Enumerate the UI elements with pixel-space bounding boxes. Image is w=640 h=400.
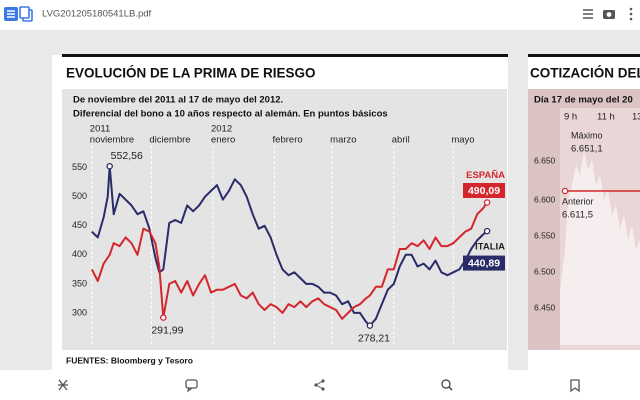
- chart-subtitle: Diferencial del bono a 10 años respecto …: [73, 109, 388, 120]
- dot: [629, 7, 633, 11]
- x-tick-label: marzo: [330, 135, 356, 146]
- y-tick-label: 550: [72, 162, 87, 172]
- share-button[interactable]: [314, 379, 325, 391]
- x-tick-label: mayo: [451, 135, 474, 146]
- side-title: COTIZACIÓN DEL: [530, 66, 640, 81]
- value-badge: [463, 182, 505, 198]
- copy-icon: [19, 6, 30, 19]
- side-subtitle: Día 17 de mayo del 20: [534, 95, 633, 106]
- y-tick-label: 450: [72, 220, 87, 230]
- toolbar: [0, 0, 640, 30]
- menu-button[interactable]: [4, 7, 18, 21]
- chart-source: FUENTES: Bloomberg y Tesoro: [66, 355, 193, 365]
- series-line: [90, 201, 488, 320]
- level-label: 6.550: [534, 230, 556, 240]
- y-tick-label: 500: [72, 191, 87, 201]
- point-marker: [483, 227, 491, 235]
- value-label: 278,21: [358, 332, 390, 344]
- list-button[interactable]: [583, 9, 593, 19]
- chart-subtitle: De noviembre del 2011 al 17 de mayo del …: [73, 95, 283, 106]
- point-marker: [160, 314, 167, 321]
- year-label: 2011: [90, 124, 110, 135]
- year-label: 2012: [211, 124, 232, 135]
- menu-glyph: [7, 10, 15, 18]
- value-label: 291,99: [151, 324, 183, 336]
- max-label: Máximo: [571, 130, 603, 140]
- series-line: [91, 165, 488, 327]
- previous-value: 6.611,5: [562, 210, 593, 221]
- level-label: 6.600: [534, 194, 556, 204]
- value-badge: [463, 255, 505, 271]
- chart-title: EVOLUCIÓN DE LA PRIMA DE RIESGO: [66, 66, 316, 81]
- copy-button[interactable]: [19, 6, 33, 22]
- dot: [629, 17, 633, 21]
- point-marker: [106, 162, 113, 170]
- point-marker: [366, 322, 374, 329]
- file-name: LVG201205180541LB.pdf: [42, 9, 152, 20]
- more-button[interactable]: [629, 7, 633, 21]
- time-label: 11 h: [597, 112, 615, 123]
- value-label: 440,89: [468, 257, 500, 269]
- search-button[interactable]: [441, 379, 453, 391]
- previous-dot: [561, 187, 569, 195]
- crop-icon: [58, 379, 68, 391]
- search-icon: [441, 379, 451, 389]
- y-tick-label: 300: [72, 307, 87, 317]
- dot: [629, 12, 633, 16]
- crop-button[interactable]: [58, 379, 68, 391]
- comment-button[interactable]: [185, 379, 198, 393]
- side-area: [560, 150, 640, 345]
- value-label: 552,56: [111, 150, 143, 162]
- value-label: 490,09: [468, 185, 500, 197]
- plot-background: [62, 89, 507, 350]
- camera-lens: [606, 12, 612, 17]
- x-tick-label: diciembre: [149, 135, 190, 146]
- time-label: 9 h: [564, 112, 577, 123]
- max-value: 6.651,1: [571, 144, 603, 155]
- title-rule: [528, 54, 640, 57]
- legend-label: ESPAÑA: [466, 170, 505, 181]
- x-tick-label: enero: [211, 135, 235, 146]
- time-label: 13: [632, 112, 640, 123]
- level-label: 6.500: [534, 266, 556, 276]
- y-tick-label: 400: [72, 249, 87, 259]
- plot: noviembre diciembre enero febrero marzo abril…: [72, 124, 505, 346]
- legend-label: ITALIA: [475, 242, 505, 253]
- x-tick-label: noviembre: [90, 135, 134, 146]
- bottom-bar: [0, 370, 640, 400]
- comment-tail: [186, 387, 193, 393]
- y-tick-label: 350: [72, 278, 87, 288]
- bookmark-icon: [570, 379, 580, 393]
- previous-label: Anterior: [562, 196, 594, 206]
- x-tick-label: febrero: [273, 135, 303, 146]
- level-label: 6.450: [534, 302, 556, 312]
- level-label: 6.650: [534, 155, 556, 165]
- bookmark-button[interactable]: [570, 379, 580, 393]
- camera-button[interactable]: [603, 10, 615, 19]
- search-handle: [448, 386, 453, 391]
- x-tick-label: abril: [392, 135, 410, 146]
- point-marker: [483, 199, 491, 206]
- title-rule: [62, 54, 508, 57]
- list-icon: [583, 9, 593, 19]
- share-lines: [315, 380, 324, 390]
